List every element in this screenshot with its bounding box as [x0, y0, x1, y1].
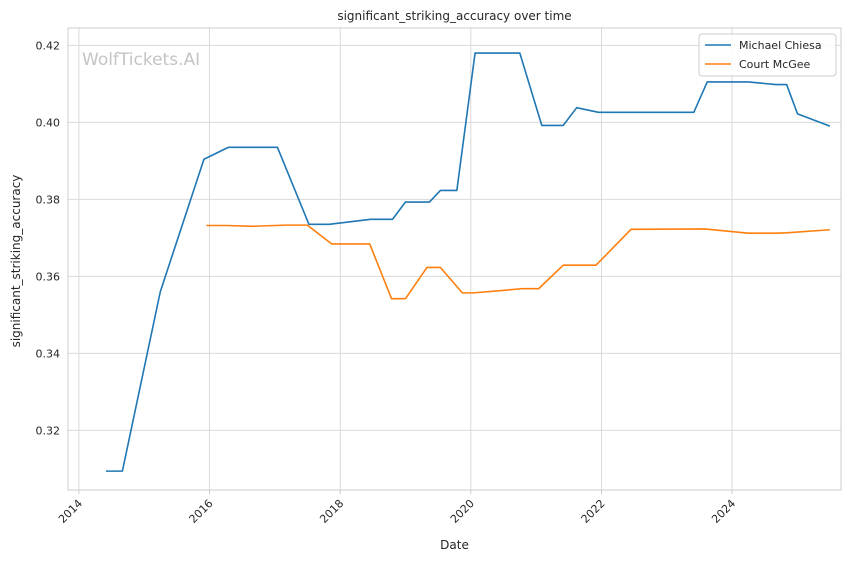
y-tick-label: 0.32 [36, 424, 61, 437]
chart-title: significant_striking_accuracy over time [337, 9, 571, 23]
legend-box [698, 33, 837, 77]
y-tick-label: 0.34 [36, 347, 61, 360]
legend-label-michael-chiesa: Michael Chiesa [739, 39, 822, 52]
legend-label-court-mcgee: Court McGee [739, 58, 811, 71]
y-tick-label: 0.42 [36, 39, 61, 52]
y-axis-title: significant_striking_accuracy [9, 175, 23, 348]
series-line-michael-chiesa [105, 52, 831, 472]
series-line-court-mcgee [206, 224, 830, 300]
y-tick-label: 0.38 [36, 193, 61, 206]
watermark: WolfTickets.AI [82, 50, 200, 70]
plot-frame [67, 27, 842, 491]
y-tick-label: 0.36 [36, 270, 61, 283]
legend: Michael Chiesa Court McGee [698, 33, 837, 77]
y-axis-ticks: 0.32 0.34 0.36 0.38 0.40 0.42 [36, 39, 61, 437]
x-axis-title: Date [440, 538, 469, 552]
series-lines [105, 52, 831, 472]
y-tick-label: 0.40 [36, 116, 61, 129]
